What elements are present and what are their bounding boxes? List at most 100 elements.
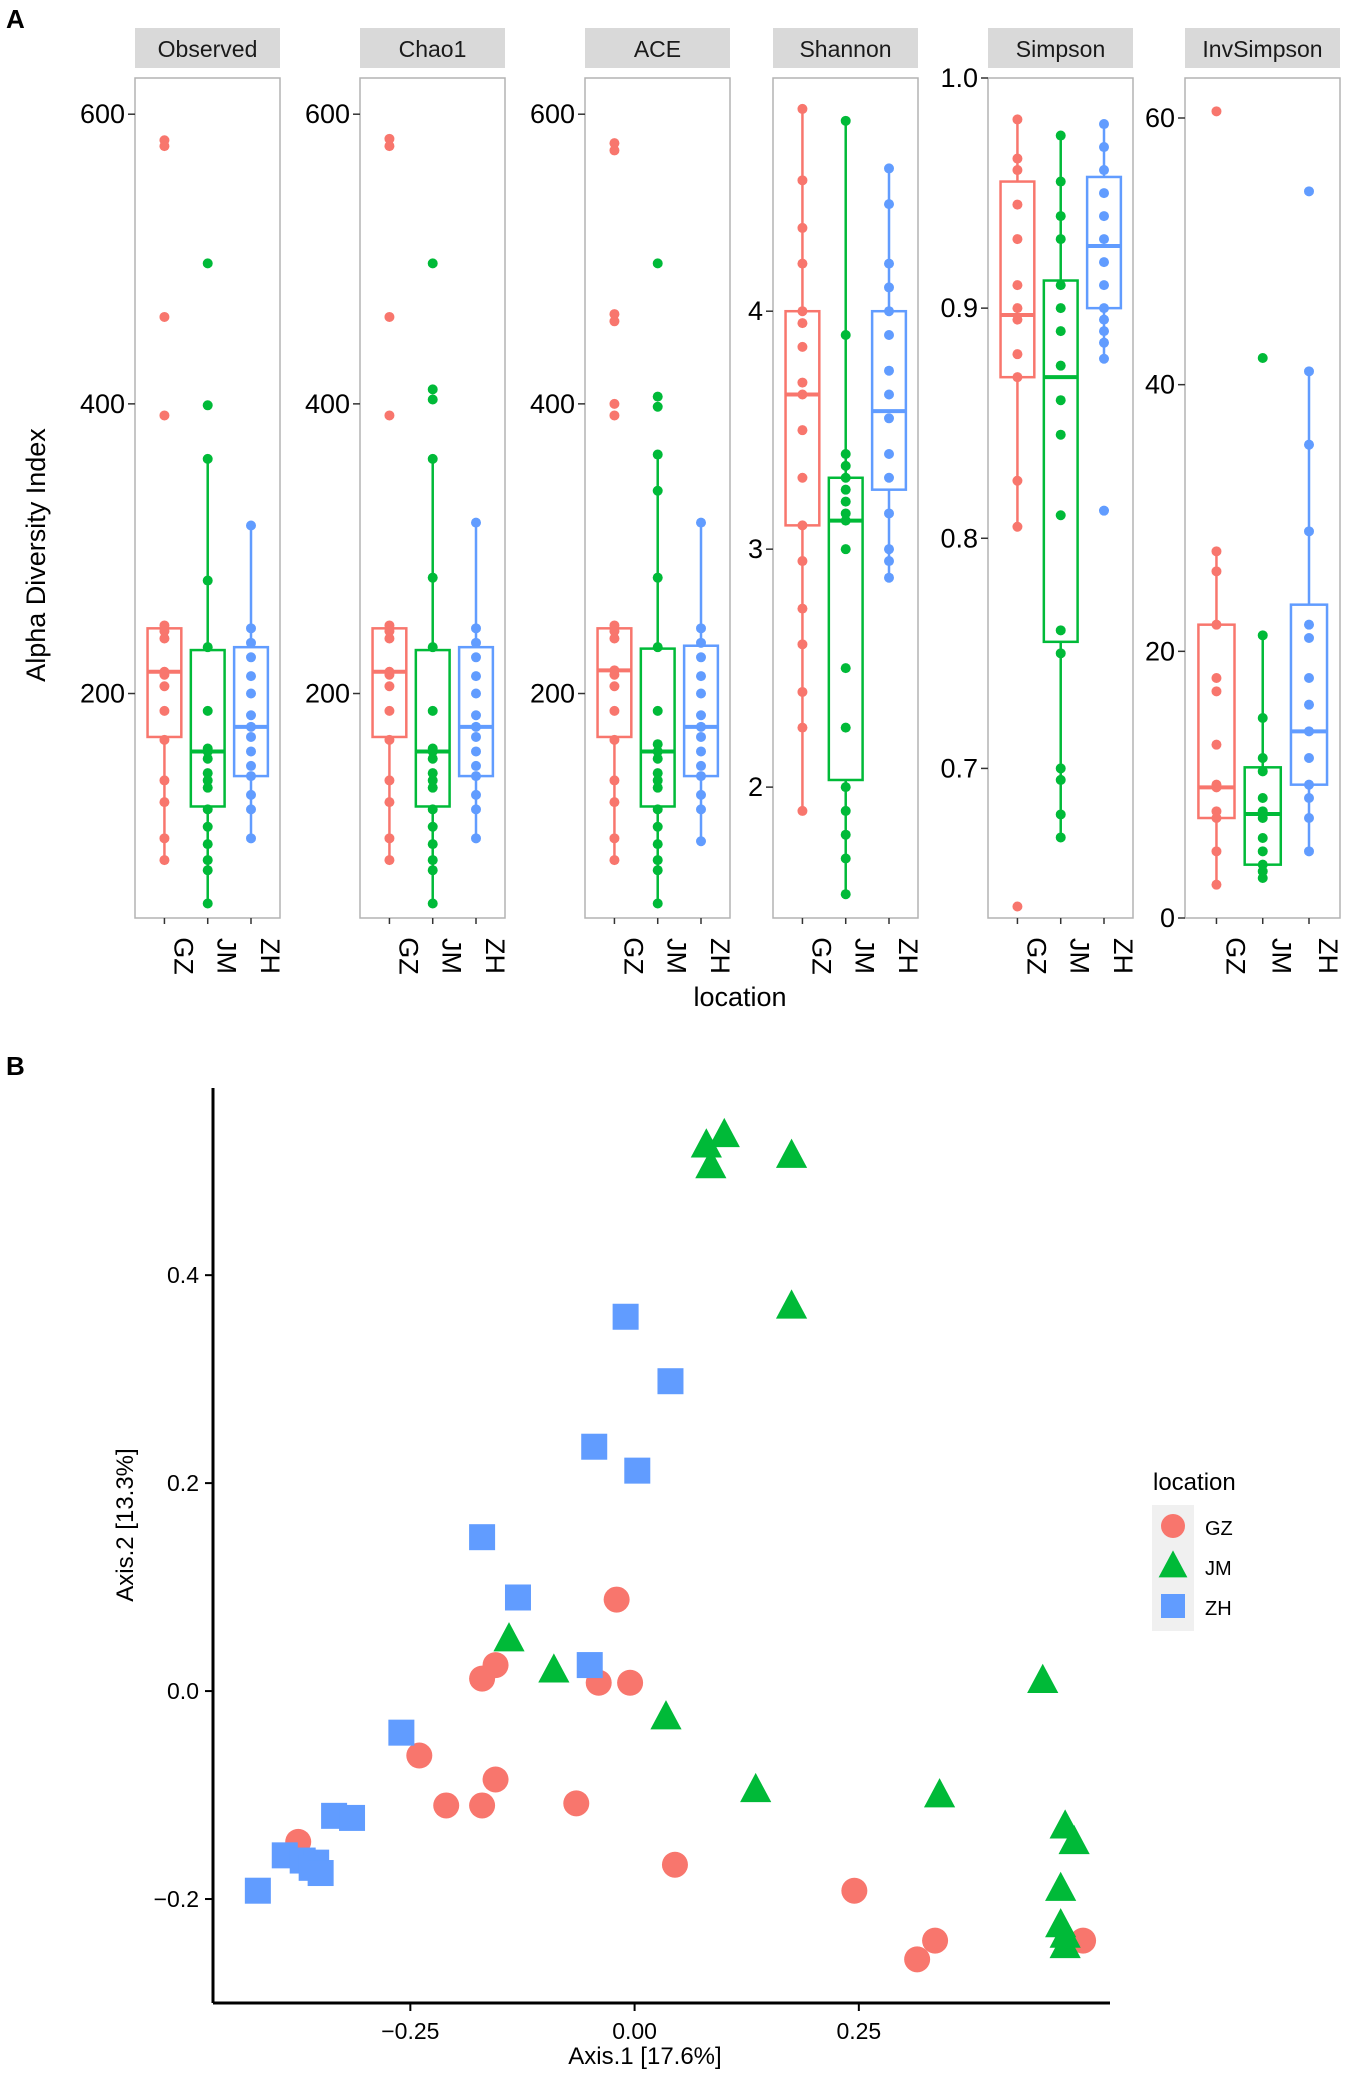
data-point: [609, 626, 620, 637]
data-point: [1257, 813, 1268, 823]
y-tick-label: 1.0: [940, 63, 978, 93]
data-point: [1099, 353, 1109, 364]
data-point: [690, 1128, 722, 1158]
data-point: [471, 731, 481, 742]
data-point: [797, 520, 808, 531]
data-point: [797, 805, 808, 816]
legend-title: location: [1153, 1469, 1236, 1496]
data-point: [652, 705, 663, 716]
data-point: [202, 782, 213, 793]
y-tick-label: 400: [530, 389, 575, 419]
data-point: [1211, 619, 1222, 630]
data-point: [1055, 176, 1066, 187]
data-point: [1304, 619, 1314, 630]
panel-a-x-axis-label: location: [693, 982, 786, 1012]
data-point: [884, 413, 894, 424]
y-tick-label: 0.0: [167, 1678, 199, 1704]
data-point: [427, 839, 438, 850]
data-point: [884, 306, 894, 317]
data-point: [384, 133, 395, 144]
data-point: [840, 472, 851, 483]
data-point: [427, 775, 438, 786]
data-point: [840, 115, 851, 126]
data-point: [696, 836, 706, 847]
data-point: [482, 1652, 509, 1679]
data-point: [1257, 713, 1268, 723]
data-point: [246, 760, 256, 771]
data-point: [1257, 353, 1268, 363]
data-point: [202, 839, 213, 850]
data-point: [1012, 314, 1023, 325]
data-point: [427, 572, 438, 583]
data-point: [1257, 833, 1268, 843]
data-point: [1099, 505, 1109, 516]
data-point: [471, 746, 481, 757]
data-point: [339, 1804, 366, 1831]
data-point: [652, 391, 663, 402]
data-point: [1055, 625, 1066, 636]
data-point: [246, 623, 256, 634]
data-point: [159, 311, 170, 322]
data-point: [624, 1457, 651, 1484]
data-point: [427, 258, 438, 269]
data-point: [1099, 337, 1109, 348]
data-point: [1055, 774, 1066, 785]
legend: location GZ JM ZH: [1152, 1469, 1236, 1631]
y-tick-label: 600: [80, 99, 125, 129]
y-tick-label: 600: [305, 99, 350, 129]
data-point: [609, 797, 620, 808]
data-point: [159, 705, 170, 716]
data-point: [1099, 142, 1109, 153]
data-point: [1012, 349, 1023, 360]
y-tick-label: 0.4: [167, 1262, 199, 1288]
data-point: [840, 329, 851, 340]
box-jm: [639, 258, 676, 909]
data-point: [1012, 165, 1023, 176]
data-point: [202, 575, 213, 586]
y-tick-label: 0.8: [940, 523, 978, 553]
data-point: [1304, 753, 1314, 763]
data-point: [609, 705, 620, 716]
data-point: [652, 753, 663, 764]
y-tick-label: 600: [530, 99, 575, 129]
x-tick-label: GZ: [1021, 937, 1051, 975]
data-point: [246, 746, 256, 757]
data-point: [652, 768, 663, 779]
data-point: [1045, 1871, 1077, 1901]
y-tick-label: 0.2: [167, 1470, 199, 1496]
data-point: [797, 556, 808, 567]
data-point: [652, 804, 663, 815]
data-point: [884, 282, 894, 293]
data-point: [1099, 234, 1109, 245]
data-point: [652, 821, 663, 832]
x-tick-label: GZ: [393, 937, 423, 975]
data-point: [384, 734, 395, 745]
data-point: [1055, 809, 1066, 820]
data-point: [797, 472, 808, 483]
box-gz: [371, 133, 408, 866]
data-point: [775, 1289, 808, 1319]
x-tick-label: GZ: [806, 937, 836, 975]
data-point: [696, 688, 706, 699]
x-tick-label: −0.25: [381, 2018, 439, 2044]
facet-invsimpson: InvSimpson 0 20 40 60 GZ JM ZH: [1145, 28, 1343, 975]
y-tick-label: −0.2: [154, 1886, 199, 1912]
data-point: [384, 681, 395, 692]
facet-strip: [1185, 28, 1340, 68]
data-point: [797, 318, 808, 329]
data-point: [1304, 846, 1314, 857]
data-point: [609, 145, 620, 156]
data-point: [696, 517, 706, 528]
data-point: [202, 642, 213, 653]
data-point: [884, 199, 894, 210]
data-point: [840, 448, 851, 459]
data-point: [884, 163, 894, 174]
facet-strip-label: Observed: [158, 36, 258, 62]
data-point: [904, 1946, 931, 1973]
x-tick-label: GZ: [1220, 937, 1250, 975]
data-point: [1211, 546, 1222, 557]
data-point: [1055, 326, 1066, 337]
data-point: [384, 410, 395, 421]
data-point: [1099, 119, 1109, 130]
data-point: [1055, 130, 1066, 141]
